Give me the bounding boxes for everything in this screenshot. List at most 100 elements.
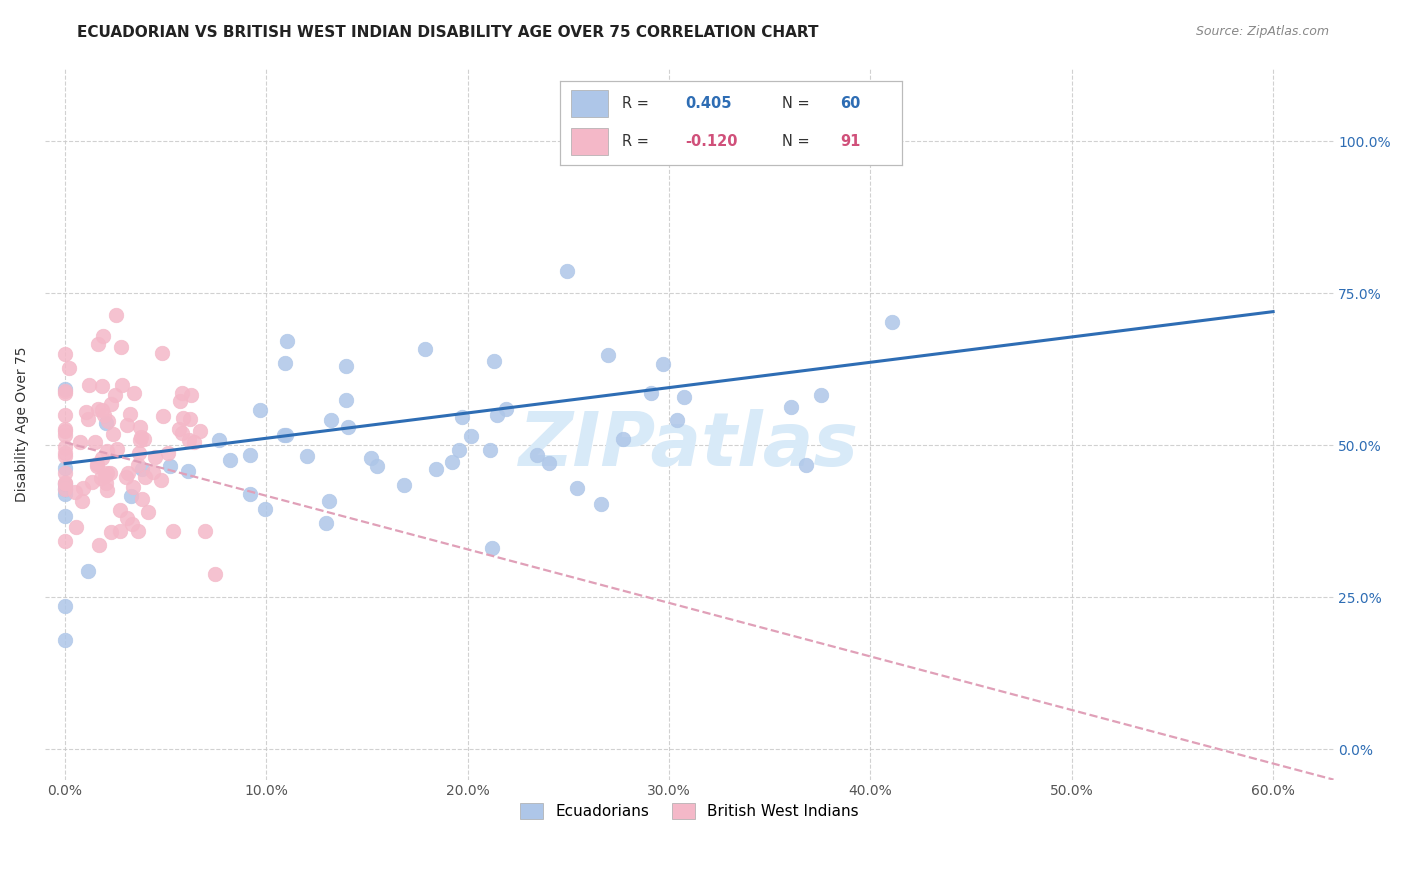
Point bbox=[53, 482, 76, 496]
Text: Source: ZipAtlas.com: Source: ZipAtlas.com bbox=[1195, 25, 1329, 38]
Point bbox=[612, 432, 634, 446]
Point bbox=[208, 434, 231, 448]
Point bbox=[63, 484, 86, 499]
Point bbox=[111, 378, 134, 392]
Point bbox=[318, 493, 340, 508]
Point bbox=[335, 392, 357, 407]
Point bbox=[129, 433, 152, 447]
Point bbox=[53, 475, 76, 490]
Point bbox=[87, 538, 110, 552]
Point bbox=[94, 416, 117, 430]
Point bbox=[441, 455, 464, 469]
Point bbox=[93, 408, 115, 422]
Point bbox=[98, 467, 121, 481]
Point bbox=[640, 386, 662, 401]
Point bbox=[276, 334, 298, 349]
Point bbox=[58, 360, 80, 375]
Point bbox=[177, 434, 200, 448]
Point bbox=[128, 420, 150, 434]
Point bbox=[337, 420, 360, 434]
Point bbox=[273, 428, 295, 442]
Point bbox=[188, 424, 211, 438]
Point bbox=[53, 449, 76, 463]
Point bbox=[110, 524, 132, 539]
Point bbox=[589, 497, 612, 511]
Point bbox=[53, 483, 76, 497]
Point bbox=[129, 430, 152, 444]
Point bbox=[447, 442, 470, 457]
Text: ECUADORIAN VS BRITISH WEST INDIAN DISABILITY AGE OVER 75 CORRELATION CHART: ECUADORIAN VS BRITISH WEST INDIAN DISABI… bbox=[77, 25, 818, 40]
Point bbox=[253, 501, 276, 516]
Point bbox=[96, 467, 118, 481]
Point bbox=[86, 457, 108, 471]
Point bbox=[53, 477, 76, 491]
Point bbox=[94, 476, 117, 491]
Point bbox=[131, 462, 153, 476]
Point bbox=[53, 409, 76, 423]
Point bbox=[598, 348, 620, 362]
Point bbox=[100, 397, 122, 411]
Point bbox=[53, 427, 76, 442]
Point bbox=[53, 440, 76, 454]
Point bbox=[103, 427, 125, 442]
Point bbox=[65, 520, 87, 534]
Point bbox=[53, 445, 76, 459]
Point bbox=[127, 458, 149, 472]
Point bbox=[53, 385, 76, 400]
Point bbox=[204, 566, 226, 581]
Point bbox=[91, 379, 114, 393]
Point bbox=[117, 466, 139, 480]
Point bbox=[673, 390, 696, 404]
Point bbox=[495, 402, 517, 417]
Point bbox=[170, 385, 193, 400]
Point bbox=[180, 388, 202, 402]
Point bbox=[100, 525, 122, 540]
Point bbox=[53, 382, 76, 396]
Point bbox=[53, 534, 76, 549]
Point bbox=[557, 264, 579, 278]
Point bbox=[169, 393, 191, 408]
Point bbox=[319, 413, 342, 427]
Point bbox=[75, 405, 97, 419]
Point bbox=[53, 347, 76, 361]
Point bbox=[666, 413, 689, 427]
Point bbox=[526, 448, 548, 462]
Point bbox=[70, 493, 93, 508]
Point bbox=[413, 342, 436, 356]
Point bbox=[183, 435, 205, 450]
Point bbox=[882, 315, 904, 329]
Point bbox=[117, 418, 139, 433]
Point bbox=[53, 384, 76, 399]
Point bbox=[83, 434, 105, 449]
Point bbox=[53, 599, 76, 613]
Point bbox=[93, 468, 115, 483]
Point bbox=[194, 524, 217, 538]
Point bbox=[486, 408, 509, 422]
Point bbox=[104, 308, 127, 322]
Point bbox=[115, 470, 138, 484]
Point bbox=[69, 434, 91, 449]
Point bbox=[53, 424, 76, 438]
Point bbox=[149, 473, 172, 487]
Point bbox=[274, 427, 297, 442]
Point bbox=[134, 432, 156, 446]
Point bbox=[110, 340, 132, 354]
Point bbox=[366, 459, 388, 474]
Point bbox=[565, 481, 588, 495]
Point bbox=[87, 402, 110, 417]
Point bbox=[91, 403, 114, 417]
Point bbox=[134, 470, 156, 484]
Point bbox=[179, 412, 201, 426]
Point bbox=[104, 388, 127, 402]
Point bbox=[122, 479, 145, 493]
Point bbox=[482, 354, 505, 368]
Point bbox=[142, 465, 165, 479]
Point bbox=[249, 402, 271, 417]
Point bbox=[91, 329, 114, 343]
Point bbox=[87, 336, 110, 351]
Point bbox=[810, 387, 832, 401]
Point bbox=[538, 457, 561, 471]
Point bbox=[108, 503, 131, 517]
Point bbox=[127, 524, 149, 539]
Point bbox=[172, 411, 194, 425]
